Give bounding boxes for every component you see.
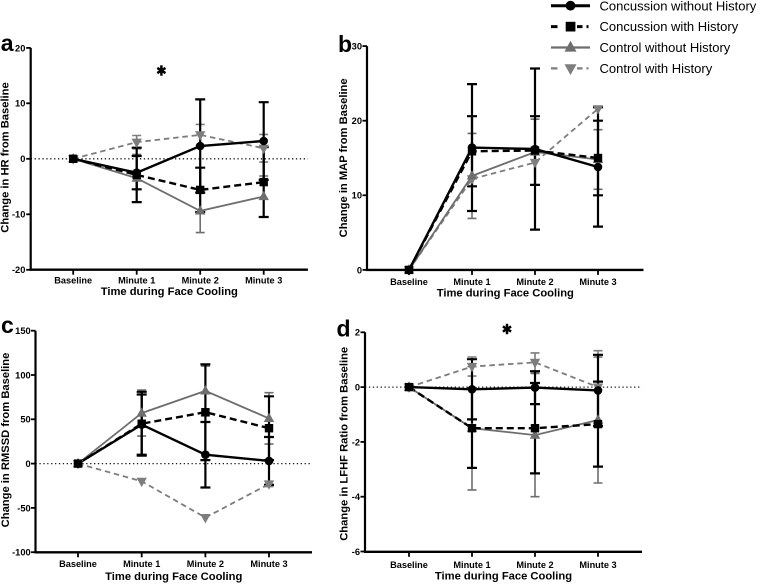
svg-text:Concussion with History: Concussion with History [600, 19, 739, 34]
svg-text:2: 2 [355, 328, 360, 338]
svg-text:Minute 1: Minute 1 [453, 277, 490, 287]
svg-text:150: 150 [15, 326, 31, 336]
svg-text:Minute 1: Minute 1 [123, 559, 160, 569]
svg-text:0: 0 [26, 459, 31, 469]
svg-text:Baseline: Baseline [390, 560, 428, 570]
svg-text:Minute 1: Minute 1 [453, 560, 490, 570]
svg-text:Change in LFHF Ratio from Base: Change in LFHF Ratio from Baseline [338, 347, 350, 541]
svg-text:0: 0 [20, 154, 25, 164]
svg-text:Minute 2: Minute 2 [516, 560, 553, 570]
svg-text:-4: -4 [352, 492, 361, 502]
svg-text:Change in MAP from Baseline: Change in MAP from Baseline [338, 78, 350, 237]
svg-text:Time during Face Cooling: Time during Face Cooling [437, 288, 574, 300]
svg-text:10: 10 [15, 99, 25, 109]
svg-text:-20: -20 [12, 265, 25, 275]
svg-text:20: 20 [352, 116, 362, 126]
svg-text:30: 30 [352, 42, 362, 52]
svg-text:d: d [337, 316, 351, 342]
svg-text:10: 10 [352, 191, 362, 201]
svg-text:50: 50 [20, 415, 30, 425]
svg-text:Time during Face Cooling: Time during Face Cooling [101, 286, 238, 298]
svg-text:Baseline: Baseline [59, 559, 97, 569]
svg-text:Change in RMSSD from Baseline: Change in RMSSD from Baseline [0, 353, 12, 528]
svg-text:Baseline: Baseline [54, 276, 92, 286]
svg-text:Baseline: Baseline [390, 277, 428, 287]
svg-text:Minute 2: Minute 2 [182, 276, 219, 286]
svg-text:Minute 3: Minute 3 [245, 276, 282, 286]
svg-text:Minute 2: Minute 2 [516, 277, 553, 287]
svg-text:Concussion without History: Concussion without History [600, 0, 757, 13]
svg-text:-6: -6 [352, 547, 360, 557]
svg-text:Minute 1: Minute 1 [118, 276, 155, 286]
svg-text:-2: -2 [352, 437, 360, 447]
svg-text:Minute 3: Minute 3 [579, 560, 616, 570]
svg-text:Minute 3: Minute 3 [250, 559, 287, 569]
svg-text:b: b [338, 31, 352, 57]
svg-text:Change in HR from Baseline: Change in HR from Baseline [0, 82, 12, 232]
svg-text:Time during Face Cooling: Time during Face Cooling [435, 571, 572, 583]
svg-text:-100: -100 [12, 548, 31, 558]
svg-text:c: c [1, 312, 14, 338]
svg-text:Minute 3: Minute 3 [579, 277, 616, 287]
svg-text:20: 20 [15, 43, 25, 53]
svg-text:0: 0 [357, 265, 362, 275]
svg-text:a: a [1, 30, 14, 56]
svg-text:Minute 2: Minute 2 [187, 559, 224, 569]
svg-text:100: 100 [15, 370, 31, 380]
svg-text:-50: -50 [17, 503, 30, 513]
svg-text:Control with History: Control with History [600, 61, 713, 76]
svg-text:0: 0 [355, 383, 360, 393]
svg-text:-10: -10 [12, 210, 25, 220]
svg-text:Control without History: Control without History [600, 40, 731, 55]
svg-text:Time during Face Cooling: Time during Face Cooling [105, 571, 242, 583]
